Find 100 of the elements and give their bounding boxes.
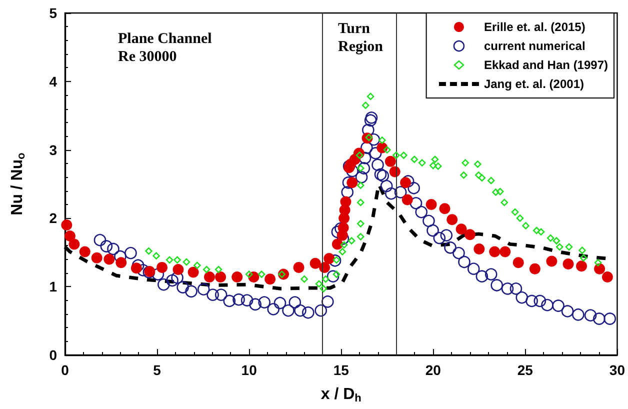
point: [378, 136, 386, 144]
annotation: Turn Region: [338, 21, 384, 55]
point: [426, 199, 437, 210]
point: [602, 272, 613, 283]
point: [460, 171, 468, 179]
x-tick-label: 10: [241, 362, 258, 378]
y-tick-label: 2: [49, 210, 58, 226]
point: [264, 274, 276, 285]
point: [338, 248, 346, 256]
point: [556, 243, 564, 251]
point: [214, 266, 222, 274]
x-tick-label: 5: [153, 362, 162, 378]
point: [474, 243, 485, 254]
point: [474, 160, 482, 168]
point: [61, 220, 72, 231]
point: [356, 220, 364, 228]
point: [402, 194, 413, 206]
legend-label: current numerical: [484, 39, 586, 53]
point: [418, 159, 426, 166]
point: [552, 237, 560, 244]
point: [348, 237, 356, 244]
point: [130, 262, 142, 274]
point: [400, 152, 408, 159]
point: [64, 230, 76, 242]
point: [462, 159, 470, 166]
point: [182, 258, 190, 266]
point: [546, 256, 558, 267]
point: [392, 152, 400, 159]
point: [580, 254, 588, 262]
point: [332, 238, 343, 250]
x-tick-label: 0: [61, 362, 70, 378]
point: [320, 285, 328, 292]
y-axis-title: Nu / Nuo: [9, 152, 28, 216]
point: [156, 262, 168, 273]
point: [464, 229, 476, 240]
point: [576, 260, 588, 272]
point: [434, 162, 442, 170]
point: [356, 182, 364, 190]
point: [431, 156, 439, 164]
point: [104, 254, 115, 265]
point: [410, 156, 418, 164]
point: [400, 177, 412, 188]
legend-label: Ekkad and Han (1997): [484, 58, 608, 72]
point: [194, 262, 201, 270]
point: [487, 176, 495, 184]
point: [166, 256, 174, 264]
point: [516, 214, 524, 222]
point: [383, 146, 391, 154]
point: [258, 270, 266, 278]
point: [188, 266, 199, 278]
point: [202, 266, 210, 274]
point: [366, 92, 374, 100]
y-tick-label: 5: [49, 5, 58, 21]
point: [522, 222, 530, 230]
point: [500, 246, 511, 258]
point: [340, 196, 352, 208]
point: [346, 177, 358, 188]
point: [145, 247, 152, 255]
point: [578, 246, 586, 254]
point: [152, 252, 160, 260]
point: [338, 222, 349, 234]
y-tick-label: 3: [49, 142, 58, 158]
y-tick-label: 4: [49, 73, 58, 90]
legend-label: Jang et. al. (2001): [484, 77, 584, 91]
point: [215, 272, 226, 283]
x-tick-label: 15: [333, 362, 350, 378]
point: [500, 198, 508, 206]
x-tick-label: 30: [609, 362, 626, 378]
y-tick-label: 0: [49, 347, 58, 363]
point: [232, 272, 243, 283]
point: [172, 264, 184, 275]
legend-label: Erille et. al. (2015): [484, 20, 586, 34]
point: [439, 203, 450, 214]
point: [315, 280, 323, 288]
point: [300, 275, 308, 283]
point: [546, 234, 554, 242]
point: [562, 258, 574, 270]
point: [356, 198, 364, 206]
point: [384, 156, 396, 167]
point: [322, 275, 330, 283]
point: [356, 233, 364, 240]
point: [68, 238, 80, 250]
point: [310, 258, 321, 269]
point: [512, 257, 524, 268]
point: [492, 188, 500, 196]
x-tick-label: 20: [425, 362, 442, 378]
point: [116, 257, 127, 268]
point: [511, 208, 519, 216]
annotation: Plane Channel Re 30000: [118, 31, 212, 65]
point: [489, 246, 500, 258]
point: [340, 241, 348, 249]
point: [456, 224, 467, 235]
point: [594, 259, 602, 266]
point: [174, 256, 181, 264]
point: [79, 246, 90, 258]
point: [429, 162, 437, 170]
point: [91, 252, 102, 264]
point: [324, 253, 335, 264]
point: [529, 263, 540, 274]
y-tick-label: 1: [49, 278, 58, 295]
